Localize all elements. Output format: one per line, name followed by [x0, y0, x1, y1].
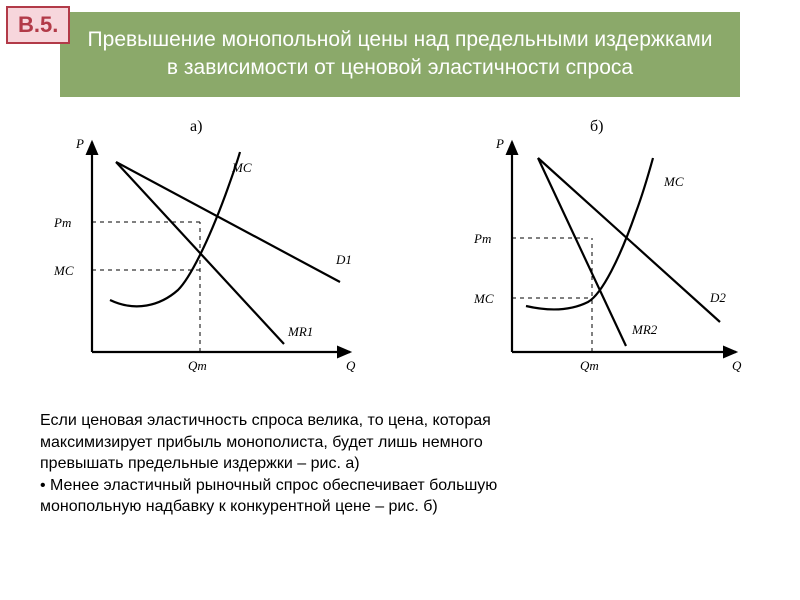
slide-title: Превышение монопольной цены над предельн… [60, 12, 740, 97]
body-text: Если ценовая эластичность спроса велика,… [40, 410, 760, 518]
y-axis-label: P [75, 136, 84, 151]
y-axis-label: P [495, 136, 504, 151]
y-tick-label: Pm [473, 231, 491, 246]
d-label: D1 [335, 252, 352, 267]
chart-b: P Q Pm MC Qm MC D2 MR2 [460, 130, 760, 390]
mr-label: MR1 [287, 324, 313, 339]
d-label: D2 [709, 290, 726, 305]
mr-label: MR2 [631, 322, 658, 337]
demand-line [538, 158, 720, 322]
mr-line [538, 158, 626, 346]
y-tick-label: Pm [53, 215, 71, 230]
body-line: Если ценовая эластичность спроса велика,… [40, 410, 760, 432]
slide-badge: В.5. [6, 6, 70, 44]
x-axis-label: Q [346, 358, 356, 373]
chart-a: P Q Pm MC Qm MC D1 MR1 [40, 130, 380, 390]
body-line: • Менее эластичный рыночный спрос обеспе… [40, 475, 760, 497]
mc-curve [526, 158, 653, 309]
chart-b-caption: б) [590, 118, 603, 136]
mc-label: MC [663, 174, 684, 189]
y-tick-label: MC [53, 263, 74, 278]
x-tick-label: Qm [188, 358, 207, 373]
chart-a-wrap: а) PQPmMCQmMCD1MR1 [40, 130, 380, 395]
body-line: монопольную надбавку к конкурентной цене… [40, 496, 760, 518]
body-line: максимизирует прибыль монополиста, будет… [40, 432, 760, 454]
x-tick-label: Qm [580, 358, 599, 373]
y-tick-label: MC [473, 291, 494, 306]
charts-row: а) PQPmMCQmMCD1MR1 б) PQPmMCQmMCD2MR2 [40, 130, 760, 395]
mc-label: MC [231, 160, 252, 175]
x-axis-label: Q [732, 358, 742, 373]
slide: В.5. Превышение монопольной цены над пре… [0, 0, 800, 600]
body-line: превышать предельные издержки – рис. а) [40, 453, 760, 475]
chart-a-caption: а) [190, 118, 202, 136]
chart-b-wrap: б) PQPmMCQmMCD2MR2 [460, 130, 760, 395]
